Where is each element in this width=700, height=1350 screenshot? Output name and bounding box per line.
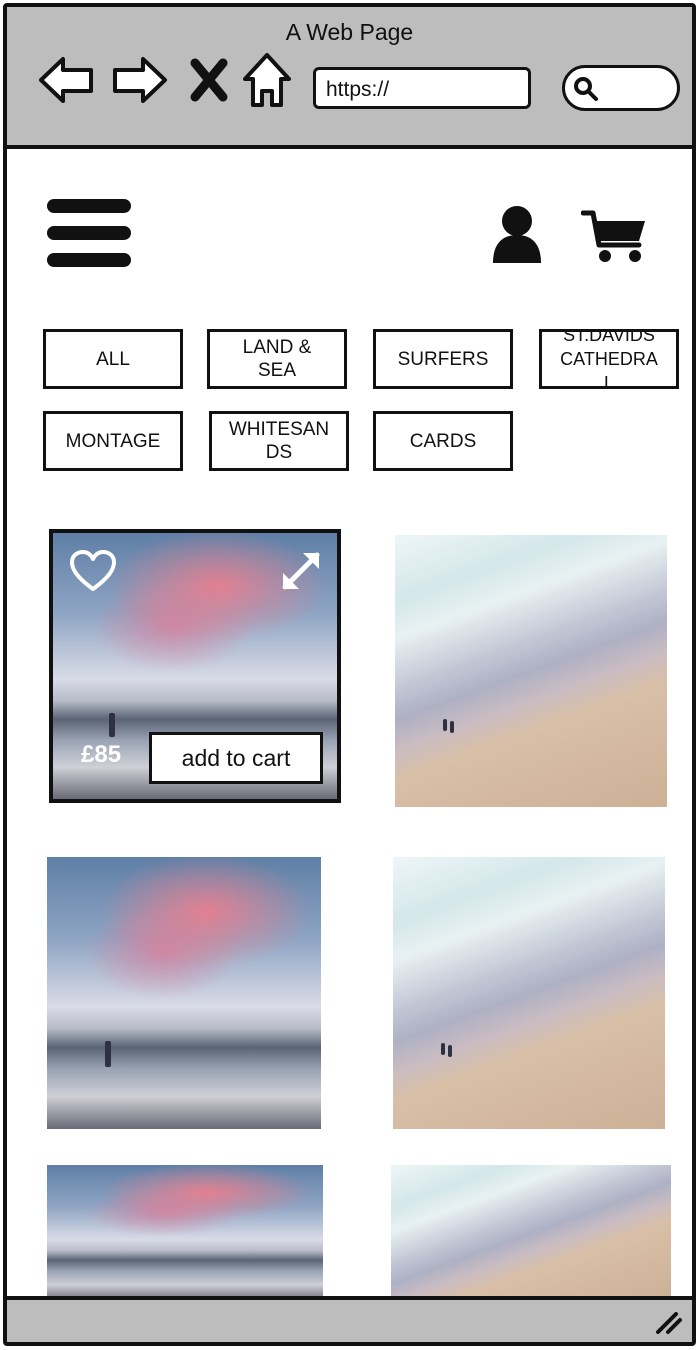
gallery-item-sunset-surfer[interactable]: [47, 857, 321, 1129]
surfer-silhouette: [109, 713, 115, 737]
window-title: A Web Page: [285, 19, 414, 45]
browser-toolbar: A Web Page https://: [7, 7, 692, 149]
close-x-icon: [190, 58, 228, 102]
filter-st-davids-cathedral-button[interactable]: ST.DAVIDS CATHEDRA L: [539, 329, 679, 389]
home-icon: [243, 53, 291, 107]
forward-arrow-icon: [113, 57, 167, 103]
add-to-cart-button[interactable]: add to cart: [149, 732, 323, 784]
user-account-icon[interactable]: [491, 205, 543, 263]
filter-montage-button[interactable]: MONTAGE: [43, 411, 183, 471]
gallery-item-aerial-beach[interactable]: [395, 535, 667, 807]
walker-figure: [443, 719, 447, 731]
filter-whitesands-button[interactable]: WHITESAN DS: [209, 411, 349, 471]
shopping-cart-icon[interactable]: [581, 209, 647, 265]
surfer-silhouette: [105, 1041, 111, 1067]
product-price: £85: [81, 741, 122, 768]
home-button[interactable]: [241, 51, 293, 109]
status-bar: [7, 1296, 692, 1342]
hamburger-menu-icon[interactable]: [47, 199, 133, 271]
expand-icon[interactable]: [279, 549, 323, 593]
back-button[interactable]: [37, 51, 95, 109]
filter-land-sea-button[interactable]: LAND & SEA: [207, 329, 347, 389]
gallery-item-aerial-beach[interactable]: [391, 1165, 671, 1301]
browser-search-box[interactable]: [562, 65, 680, 111]
filter-all-button[interactable]: ALL: [43, 329, 183, 389]
heart-icon[interactable]: [69, 549, 117, 593]
stop-button[interactable]: [185, 51, 233, 109]
featured-product-card[interactable]: £85 add to cart: [49, 529, 341, 803]
walker-figure: [448, 1045, 452, 1057]
resize-grip-icon[interactable]: [652, 1306, 684, 1336]
forward-button[interactable]: [111, 51, 169, 109]
url-bar[interactable]: https://: [313, 67, 531, 109]
filter-surfers-button[interactable]: SURFERS: [373, 329, 513, 389]
page-content: ALL LAND & SEA SURFERS ST.DAVIDS CATHEDR…: [7, 153, 692, 1301]
gallery-item-sunset-surfer[interactable]: [47, 1165, 323, 1301]
search-icon: [574, 77, 598, 101]
filter-cards-button[interactable]: CARDS: [373, 411, 513, 471]
browser-window: A Web Page https://: [3, 3, 696, 1346]
walker-figure: [441, 1043, 445, 1055]
gallery-item-aerial-beach[interactable]: [393, 857, 665, 1129]
walker-figure: [450, 721, 454, 733]
back-arrow-icon: [39, 57, 93, 103]
